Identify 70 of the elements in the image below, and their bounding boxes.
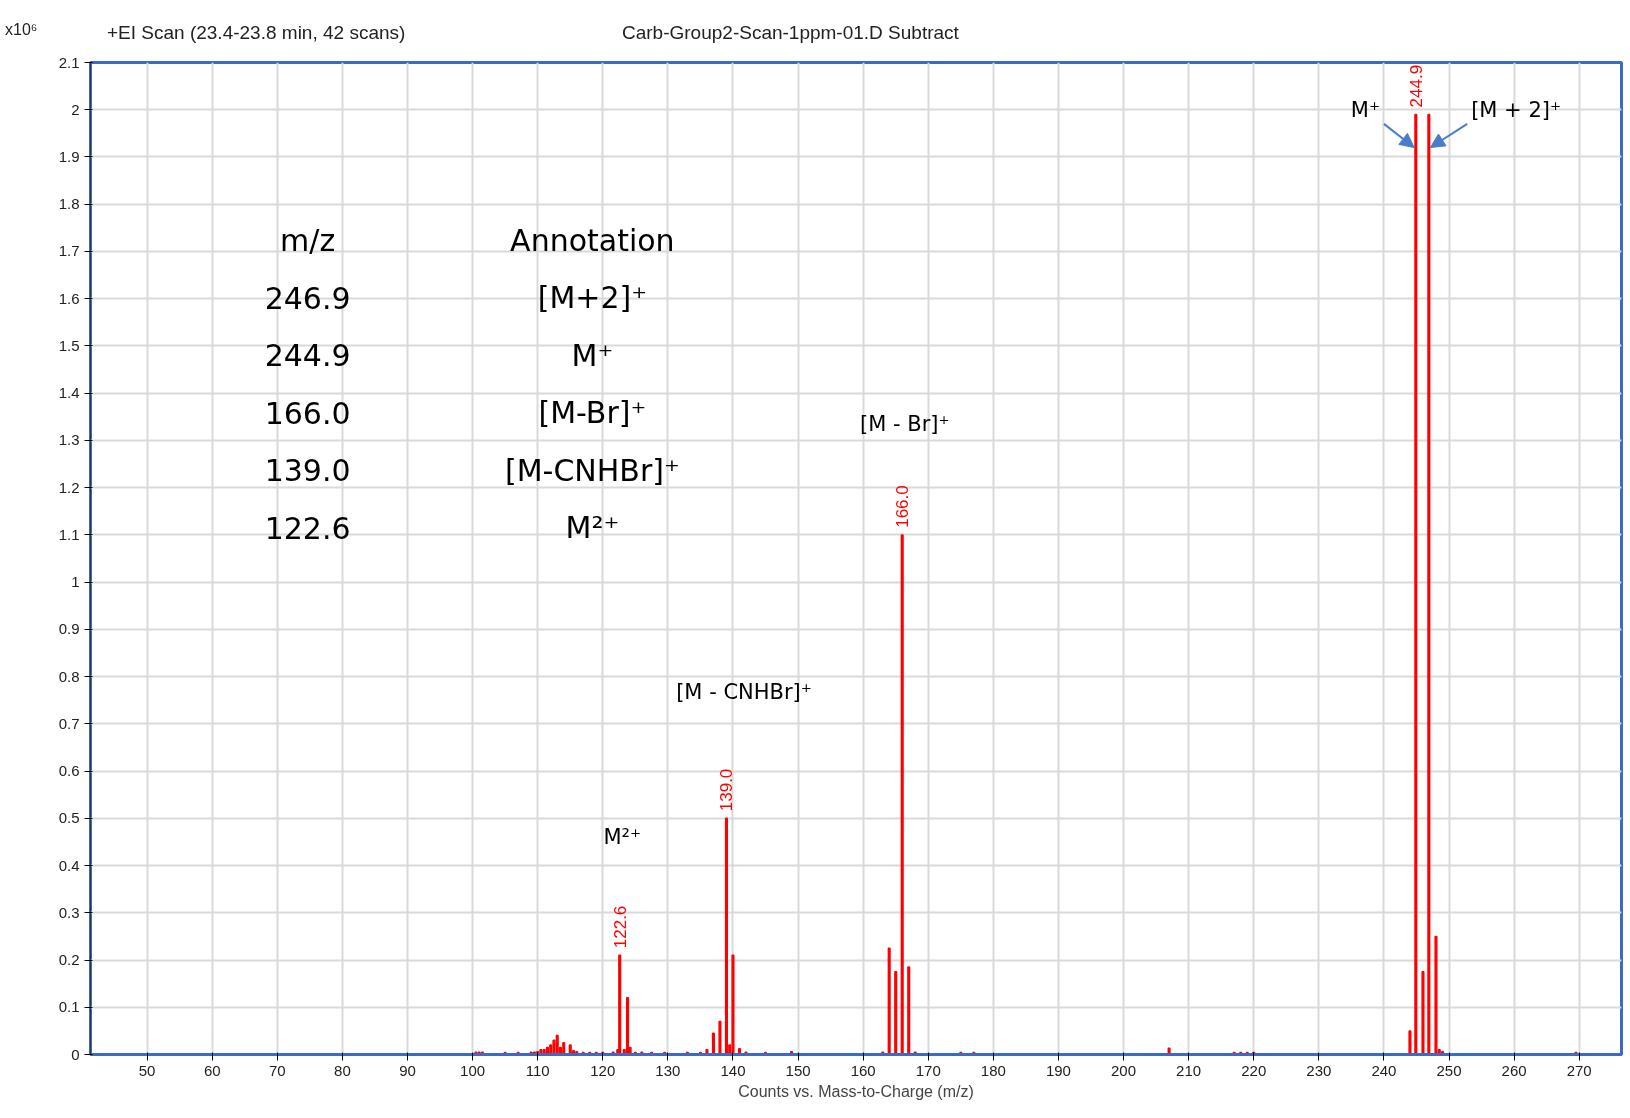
text: +EI Scan (23.4-23.8 min, 42 scans) [107, 21, 406, 45]
annotation: [M-CNHBr]⁺ [504, 452, 680, 488]
x-tick-label: 130 [655, 1061, 681, 1079]
annotation: M⁺ [1350, 97, 1380, 122]
annotation: [M+2]⁺ [537, 280, 648, 316]
x-tick-label: 60 [203, 1061, 221, 1079]
y-tick-label: 1.4 [58, 384, 80, 402]
annotation: Annotation [510, 222, 675, 258]
y-tick-label: 1.9 [58, 147, 80, 165]
y-tick-label: 0.6 [58, 762, 80, 780]
annotation: M⁺ [571, 337, 614, 373]
y-tick-label: 1 [71, 573, 80, 591]
annotation: [M + 2]⁺ [1471, 97, 1562, 122]
annotation: 122.6 [610, 905, 630, 949]
y-tick-label: 1.8 [58, 195, 80, 213]
x-tick-label: 150 [785, 1061, 811, 1079]
y-tick-label: 2.1 [58, 53, 80, 71]
x-tick-label: 200 [1111, 1061, 1137, 1079]
y-tick-label: 1.3 [58, 431, 80, 449]
y-tick-label: 0.7 [58, 714, 80, 732]
x-tick-label: 220 [1241, 1061, 1267, 1079]
x-tick-label: 270 [1566, 1061, 1592, 1079]
annotation: 166.0 [893, 485, 913, 528]
x-tick-label: 50 [138, 1061, 156, 1079]
y-tick-label: 2 [71, 100, 80, 118]
x-tick-label: 100 [460, 1061, 486, 1079]
annotation: [M-Br]⁺ [538, 395, 647, 431]
y-tick-label: 0.2 [58, 951, 80, 969]
x-tick-label: 250 [1436, 1061, 1462, 1079]
y-tick-label: 1.6 [58, 289, 80, 307]
annotation: 244.9 [1406, 64, 1426, 108]
y-tick-label: 1.5 [58, 336, 80, 354]
annotation: m/z [280, 222, 336, 258]
y-tick-label: 0.1 [58, 998, 80, 1016]
y-tick-label: 0 [71, 1045, 80, 1063]
x-tick-label: 120 [590, 1061, 616, 1079]
annotation: M²⁺ [565, 510, 620, 546]
x-tick-label: 170 [915, 1061, 941, 1079]
y-tick-label: 0.8 [58, 667, 80, 685]
annotation: 246.9 [264, 280, 351, 316]
annotation: 139.0 [264, 453, 351, 489]
x-tick-label: 160 [850, 1061, 876, 1079]
x-tick-label: 180 [980, 1061, 1006, 1079]
annotation: [M - CNHBr]⁺ [676, 680, 812, 705]
x-tick-label: 260 [1501, 1061, 1527, 1079]
y-tick-label: 0.3 [58, 903, 80, 921]
annotation: 122.6 [264, 510, 351, 546]
x-tick-label: 190 [1045, 1061, 1071, 1079]
y-tick-label: 1.7 [58, 242, 80, 260]
x-tick-label: 240 [1371, 1061, 1397, 1079]
annotation: 244.9 [264, 338, 351, 374]
annotation: [M - Br]⁺ [860, 412, 950, 437]
y-tick-label: 0.5 [58, 809, 80, 827]
annotation: M²⁺ [603, 825, 642, 850]
annotation: 166.0 [264, 395, 351, 431]
x-tick-label: 140 [720, 1061, 746, 1079]
x-tick-label: 70 [268, 1061, 286, 1079]
y-tick-label: 0.9 [58, 620, 80, 638]
annotation: 139.0 [717, 768, 737, 812]
y-tick-label: 1.2 [58, 478, 80, 496]
y-axis-title: x10⁶ [5, 20, 38, 40]
x-tick-label: 110 [525, 1061, 550, 1079]
y-tick-label: 0.4 [58, 856, 80, 874]
y-tick-label: 1.1 [58, 525, 80, 543]
x-tick-label: 80 [334, 1061, 351, 1079]
x-axis-title: Counts vs. Mass-to-Charge (m/z) [738, 1082, 974, 1100]
x-tick-label: 230 [1306, 1061, 1332, 1079]
x-tick-label: 210 [1176, 1061, 1202, 1079]
text: Carb-Group2-Scan-1ppm-01.D Subtract [622, 21, 959, 45]
x-tick-label: 90 [399, 1061, 416, 1079]
